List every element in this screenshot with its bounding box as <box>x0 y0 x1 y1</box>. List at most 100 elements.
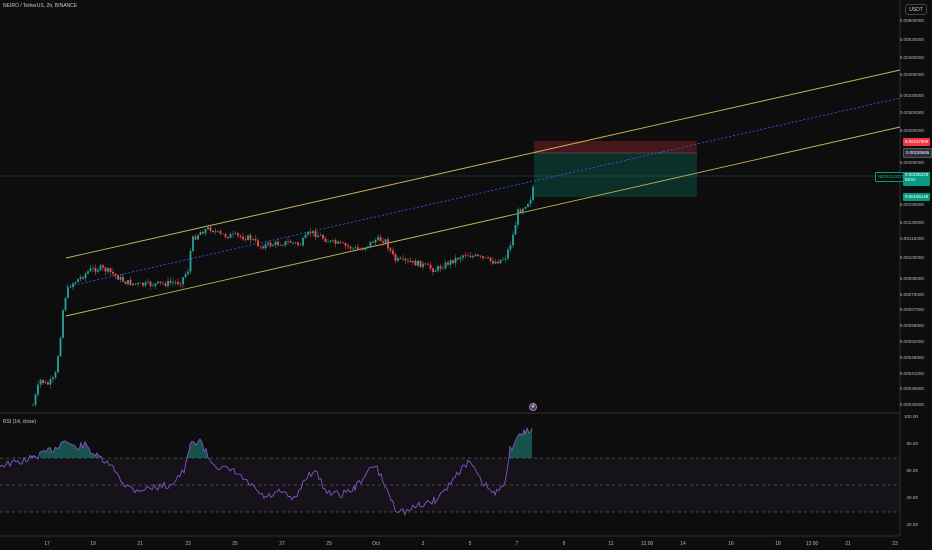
candle-body <box>87 271 89 274</box>
rsi-tick: 60.00 <box>906 468 919 473</box>
time-tick: 17 <box>44 541 50 547</box>
candle-body <box>249 235 252 240</box>
candle-body <box>457 257 459 260</box>
candle-body <box>362 249 364 251</box>
candle-body <box>359 249 362 250</box>
stop-zone <box>534 153 697 197</box>
candle-body <box>327 241 329 243</box>
current-price-tag: 0.00186228 00:57 <box>903 172 931 186</box>
candle-body <box>364 247 367 250</box>
price-tick: 0.00036500 <box>899 386 924 391</box>
price-tick: 0.00067000 <box>899 307 924 312</box>
target-price-tag: 0.00247909 <box>903 138 931 146</box>
candle-body <box>44 382 47 384</box>
candle-body <box>482 256 484 258</box>
candle-body <box>94 268 97 272</box>
lightning-icon[interactable]: ⚡ <box>529 403 537 411</box>
symbol-title[interactable]: NEIRO / TetherUS, 2h, BINANCE <box>3 3 78 9</box>
candle-body <box>387 239 389 249</box>
candle-body <box>474 254 477 256</box>
candle-body <box>142 282 144 286</box>
time-tick: 25 <box>232 541 238 547</box>
candle-body <box>119 276 122 280</box>
candle-body <box>464 255 467 257</box>
candle-body <box>37 384 39 395</box>
time-tick: 23 <box>892 541 898 547</box>
candle-body <box>519 209 522 213</box>
candle-body <box>367 246 369 248</box>
time-tick: 29 <box>326 541 332 547</box>
candle-body <box>54 372 57 378</box>
price-tick: 0.00059000 <box>899 323 924 328</box>
candle-body <box>529 199 532 204</box>
candle-body <box>242 236 244 240</box>
candle-body <box>42 379 44 384</box>
candle-body <box>427 263 429 265</box>
candle-body <box>262 246 264 249</box>
candle-body <box>109 268 112 272</box>
candle-body <box>259 246 262 247</box>
candle-body <box>202 231 204 234</box>
candle-body <box>499 259 502 264</box>
candle-body <box>144 282 147 286</box>
channel-upper-line <box>65 69 901 259</box>
candle-body <box>182 277 184 285</box>
rsi-tick: 20.00 <box>906 522 919 527</box>
time-tick: 18 <box>775 541 781 547</box>
candle-body <box>314 231 317 238</box>
candle-body <box>289 241 292 243</box>
candle-body <box>334 240 337 244</box>
candle-body <box>454 257 457 264</box>
candle-body <box>324 238 327 242</box>
candle-body <box>162 282 164 284</box>
price-tick: 0.00115000 <box>900 236 924 241</box>
candle-body <box>312 231 314 234</box>
candle-body <box>257 240 259 247</box>
rsi-tick: 100.00 <box>903 414 918 419</box>
price-tick: 0.00046000 <box>899 355 924 360</box>
candle-body <box>357 247 359 250</box>
rsi-title[interactable]: RSI (14, close) <box>3 419 37 425</box>
candle-body <box>374 239 377 243</box>
candle-body <box>524 207 527 209</box>
candle-body <box>497 261 499 264</box>
candle-body <box>442 268 444 270</box>
price-tick: 0.00520000 <box>899 37 924 42</box>
candle-body <box>347 245 349 247</box>
candle-body <box>494 261 497 264</box>
candle-body <box>34 394 37 405</box>
currency-button[interactable]: USDT <box>905 4 927 15</box>
candle-body <box>204 229 207 234</box>
candle-body <box>412 260 414 263</box>
candle-body <box>69 286 72 288</box>
candle-body <box>422 263 424 268</box>
candle-body <box>432 268 434 272</box>
candle-body <box>514 224 517 235</box>
candle-body <box>379 237 382 242</box>
candle-body <box>174 281 177 283</box>
candle-body <box>304 234 307 239</box>
price-tick: 0.00041000 <box>899 371 924 376</box>
candle-body <box>434 270 437 272</box>
candle-body <box>254 239 257 241</box>
rsi-overbought-area <box>40 440 101 458</box>
candle-body <box>62 310 64 338</box>
channel-mid-line <box>65 97 901 288</box>
candle-body <box>282 245 284 246</box>
time-tick: 7 <box>515 541 519 547</box>
candle-body <box>297 242 299 245</box>
candle-body <box>452 260 454 264</box>
candle-body <box>277 241 279 246</box>
bar-countdown: 00:57 <box>905 177 916 182</box>
candle-body <box>279 245 282 246</box>
candle-body <box>127 280 129 285</box>
candle-body <box>369 241 372 247</box>
candle-body <box>512 234 514 246</box>
candle-body <box>462 255 464 258</box>
candle-body <box>149 281 152 286</box>
candle-body <box>299 244 302 246</box>
candle-body <box>352 247 354 249</box>
candle-body <box>89 268 92 272</box>
candle-body <box>217 231 219 232</box>
